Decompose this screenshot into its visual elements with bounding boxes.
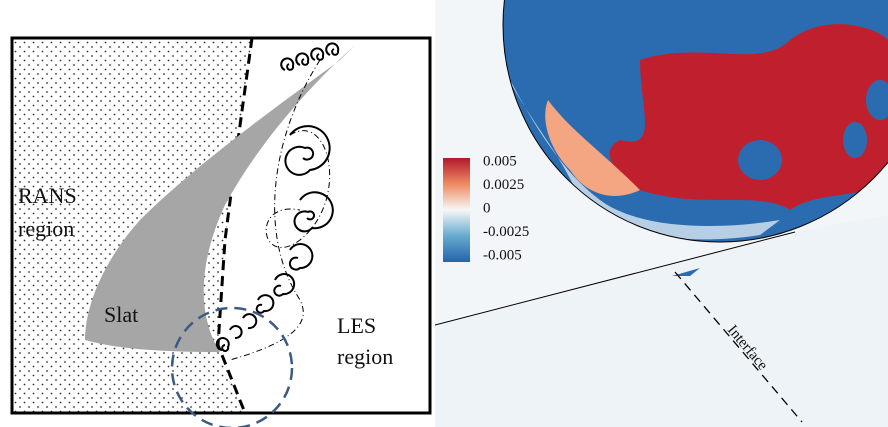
rans-label: RANS <box>18 183 77 208</box>
colorbar-label: -0.005 <box>483 247 522 263</box>
colorbar-label: 0.005 <box>483 153 517 169</box>
slat-label: Slat <box>104 302 138 327</box>
colorbar-label: 0.0025 <box>483 177 524 193</box>
colorbar-label: -0.0025 <box>483 224 529 240</box>
les-label: region <box>337 344 393 369</box>
figure: RANS region Slat LES region Interface 0.… <box>0 0 888 427</box>
colorbar-label: 0 <box>483 200 491 216</box>
les-label: LES <box>337 313 376 338</box>
rans-label: region <box>18 216 74 241</box>
left-panel: RANS region Slat LES region <box>12 38 430 427</box>
colorbar <box>443 158 470 262</box>
